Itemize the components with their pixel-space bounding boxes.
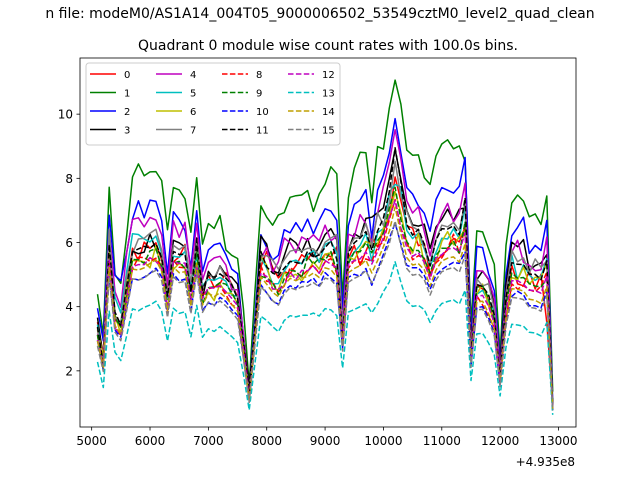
series-line-1 xyxy=(96,79,554,392)
series-line-2 xyxy=(96,117,554,402)
legend-label-0: 0 xyxy=(124,70,130,81)
legend-label-7: 7 xyxy=(190,126,196,137)
x-tick-label: 5000 xyxy=(76,434,107,448)
x-tick-label: 6000 xyxy=(135,434,166,448)
chart-title: Quadrant 0 module wise count rates with … xyxy=(138,38,518,54)
legend-label-10: 10 xyxy=(256,107,269,118)
axes: 5000 6000 7000 8000 9000 10000 11000 12000 13000… xyxy=(58,57,578,448)
series-line-13 xyxy=(96,261,554,415)
legend-label-1: 1 xyxy=(124,89,130,100)
x-tick-label: 13000 xyxy=(539,434,577,448)
series-line-12 xyxy=(96,199,554,409)
legend-label-3: 3 xyxy=(124,126,130,137)
y-tick-label: 10 xyxy=(58,108,73,122)
series-line-11 xyxy=(96,147,554,405)
series-line-10 xyxy=(96,222,554,411)
y-tick-label: 2 xyxy=(65,364,73,378)
legend-label-5: 5 xyxy=(190,89,196,100)
legend-label-6: 6 xyxy=(190,107,196,118)
figure-suptitle: n file: modeM0/AS1A14_004T05_9000006502_… xyxy=(45,6,594,22)
series-line-4 xyxy=(96,128,554,408)
y-tick-label: 6 xyxy=(65,236,73,250)
legend-label-15: 15 xyxy=(322,126,335,137)
legend-label-2: 2 xyxy=(124,107,130,118)
series-line-14 xyxy=(96,206,554,409)
legend-label-4: 4 xyxy=(190,70,196,81)
legend-box xyxy=(85,62,341,146)
legend-label-8: 8 xyxy=(256,70,262,81)
x-tick-label: 7000 xyxy=(193,434,224,448)
legend-label-12: 12 xyxy=(322,70,335,81)
series-line-7 xyxy=(96,160,554,404)
x-tick-label: 8000 xyxy=(251,434,282,448)
legend-label-11: 11 xyxy=(256,126,269,137)
x-offset-label: +4.935e8 xyxy=(516,455,575,469)
series-line-8 xyxy=(96,198,554,411)
x-tick-label: 10000 xyxy=(364,434,402,448)
x-tick-label: 12000 xyxy=(481,434,519,448)
series-line-15 xyxy=(96,220,554,411)
x-tick-label: 11000 xyxy=(423,434,461,448)
x-tick-label: 9000 xyxy=(310,434,341,448)
plot-area xyxy=(96,79,554,415)
legend-label-9: 9 xyxy=(256,89,262,100)
y-tick-label: 8 xyxy=(65,172,73,186)
legend-label-14: 14 xyxy=(322,107,335,118)
legend-label-13: 13 xyxy=(322,89,335,100)
y-tick-label: 4 xyxy=(65,300,73,314)
